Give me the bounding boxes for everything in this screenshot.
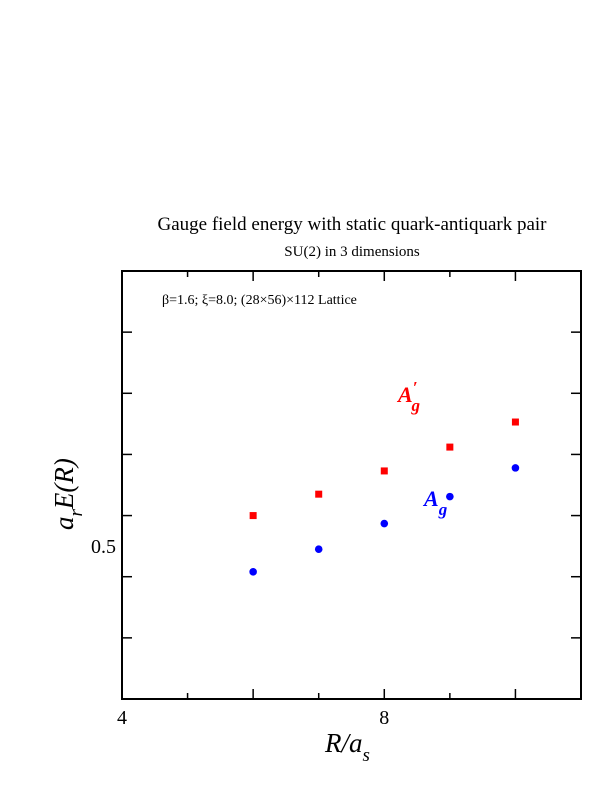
data-point-series1 [511,464,520,472]
data-marks [249,418,520,576]
x-axis-label: R/as [324,728,370,766]
data-point-series0 [315,490,323,498]
y-axis-label-sub: r [66,509,87,517]
svg-text:arE(R): arE(R) [49,458,87,530]
x-tick-label-8: 8 [379,707,389,729]
chart-title: Gauge field energy with static quark-ant… [157,214,547,235]
data-point-series1 [249,568,257,576]
plot-frame [121,270,582,700]
y-axis-label-rest: E(R) [49,458,79,510]
chart-annotation: β=1.6; ξ=8.0; (28×56)×112 Lattice [162,293,357,308]
data-point-series0 [511,418,519,426]
data-point-series1 [446,492,454,501]
y-axis-label: arE(R) [49,458,87,530]
chart-subtitle: SU(2) in 3 dimensions [284,244,420,260]
x-axis-label-main: R/a [324,728,363,758]
data-point-series1 [314,545,323,553]
legend-label-a-g: Ag [422,486,448,519]
y-axis-label-a: a [49,517,79,531]
tick-group [121,271,582,699]
legend-label-a-prime-g: A′ g [396,378,420,415]
data-point-series0 [249,512,257,520]
x-tick-label-4: 4 [117,707,127,729]
y-tick-label-0.5: 0.5 [91,536,116,558]
x-axis-label-sub: s [363,745,370,766]
data-point-series0 [380,467,388,475]
data-point-series0 [446,443,454,451]
data-point-series1 [380,519,389,528]
axes [121,270,582,700]
